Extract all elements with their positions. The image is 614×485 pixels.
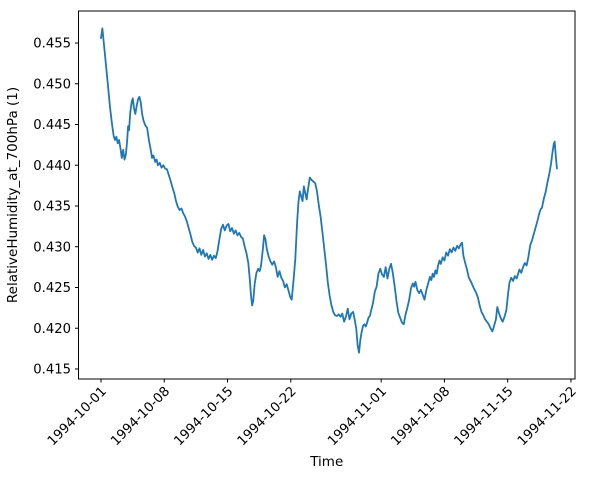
x-axis: Time 1994-10-011994-10-081994-10-151994-…	[45, 379, 580, 470]
y-tick-label: 0.430	[33, 240, 71, 255]
y-axis: RelativeHumidity_at_700hPa (1) 0.415 0.42…	[5, 37, 79, 378]
x-tick-label: 1994-11-08	[388, 384, 453, 449]
x-tick-label: 1994-10-15	[172, 384, 237, 449]
y-tick-label: 0.425	[33, 281, 71, 296]
x-tick-label: 1994-10-22	[235, 384, 300, 449]
x-tick-label: 1994-10-01	[45, 384, 110, 449]
y-tick-label: 0.455	[33, 37, 71, 52]
x-tick-label: 1994-10-08	[108, 384, 173, 449]
x-tick-label: 1994-11-01	[325, 384, 390, 449]
humidity-line-series	[100, 27, 558, 354]
x-axis-label: Time	[309, 454, 343, 470]
x-tick-label: 1994-11-15	[452, 384, 517, 449]
y-tick-label: 0.450	[33, 77, 71, 92]
y-tick-label: 0.445	[33, 118, 71, 133]
y-tick-label: 0.420	[33, 322, 71, 337]
y-tick-label: 0.415	[33, 363, 71, 378]
y-axis-label: RelativeHumidity_at_700hPa (1)	[5, 87, 21, 303]
plot-border	[78, 10, 576, 380]
plot-area	[78, 11, 575, 379]
axes-spines	[78, 10, 576, 380]
y-tick-label: 0.435	[33, 200, 71, 215]
y-tick-label: 0.440	[33, 159, 71, 174]
x-tick-label: 1994-11-22	[515, 384, 580, 449]
